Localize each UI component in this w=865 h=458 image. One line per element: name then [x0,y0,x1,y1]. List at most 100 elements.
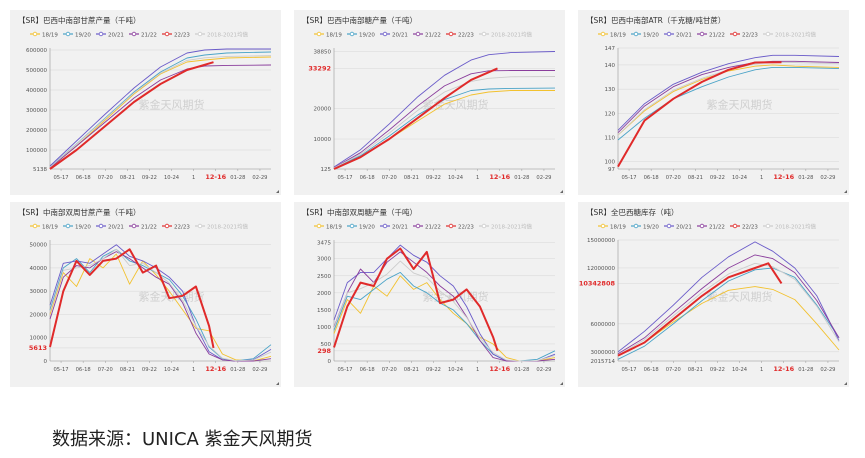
legend-label: 18/19 [42,33,58,39]
x-tick-label: 1 [476,367,479,373]
series-line [49,48,271,167]
y-tick-label: 0 [44,359,48,365]
legend-marker [448,223,454,229]
series-line [617,60,840,134]
current-value-label: 33292 [308,64,331,72]
legend-label: 22/23 [458,33,474,39]
legend-label: 21/22 [709,33,725,39]
chart-panel-sugar-stock: 【SR】全巴西糖库存（吨） 18/19 19/20 20/21 21/22 22/23 20… [578,202,849,387]
x-tick-label: 06-18 [76,367,91,373]
x-tick-label: 06-18 [360,367,375,373]
legend-label: 20/21 [108,33,124,39]
watermark: 紫金天风期货 [139,290,205,304]
y-tick-label: 6000000 [591,322,616,328]
series-line [49,248,215,349]
legend-label: 18/19 [610,33,626,39]
series-line [617,267,840,360]
x-tick-label: 01-28 [230,175,245,181]
series-line [617,262,783,357]
y-tick-label: 2015714 [591,359,616,365]
legend-label: 2018-2021均值 [775,31,816,39]
legend-marker [666,31,672,37]
legend-label: 22/23 [174,225,190,231]
watermark: 紫金天风期货 [707,98,773,112]
x-tick-label: 01-28 [798,367,813,373]
legend-marker [98,223,104,229]
legend-label: 19/20 [75,33,91,39]
x-tick-label: 09-22 [710,367,725,373]
y-tick-label: 600000 [26,48,47,54]
legend-marker [65,223,71,229]
x-tick-label: 05-17 [622,367,637,373]
legend-label: 21/22 [141,33,157,39]
y-tick-label: 125 [321,167,332,173]
legend-label: 22/23 [742,33,758,39]
legend-label: 19/20 [359,225,375,231]
legend-label: 19/20 [643,225,659,231]
legend-marker [164,223,170,229]
legend-label: 21/22 [141,225,157,231]
chart-panel-biweekly-cane: 【SR】中南部双周甘蔗产量（千吨） 18/19 19/20 20/21 21/22 22/… [10,202,281,387]
x-tick-label: 1 [192,367,195,373]
legend-marker [316,223,322,229]
y-tick-label: 120 [605,111,616,117]
legend-label: 19/20 [75,225,91,231]
x-tick-label: 1 [192,175,195,181]
x-tick-label: 1 [476,175,479,181]
legend-label: 21/22 [709,225,725,231]
series-line [333,76,556,169]
x-tick-label: 10-24 [164,175,180,181]
y-tick-label: 147 [605,46,616,52]
x-tick-label: 02-29 [820,367,835,373]
x-tick-label: 10-24 [732,175,748,181]
x-tick-label-highlight: 12-16 [489,365,510,373]
legend-label: 21/22 [425,33,441,39]
y-tick-label: 200000 [26,128,47,134]
legend-marker [65,31,71,37]
legend-marker [349,31,355,37]
x-tick-label: 07-20 [98,367,113,373]
legend-marker [732,223,738,229]
x-tick-label-highlight: 12-16 [773,365,794,373]
x-tick-label: 07-20 [382,175,397,181]
x-tick-label: 09-22 [142,367,157,373]
x-tick-label: 10-24 [448,175,464,181]
resize-icon [276,382,279,385]
x-tick-label: 02-29 [536,367,551,373]
x-tick-label: 05-17 [338,175,353,181]
series-line [49,56,272,168]
chart-title: 【SR】巴西中南部ATR（千克糖/吨甘蔗） [586,15,725,25]
x-tick-label: 02-29 [252,367,267,373]
watermark: 紫金天风期货 [423,290,489,304]
resize-icon [844,190,847,193]
x-tick-label: 09-22 [426,175,441,181]
y-tick-label: 5138 [33,167,47,173]
x-tick-label: 08-21 [120,367,135,373]
legend-label: 19/20 [359,33,375,39]
legend-label: 20/21 [676,33,692,39]
series-line [617,61,782,168]
series-line [333,51,556,168]
legend-marker [197,31,203,37]
x-tick-label: 08-21 [404,175,419,181]
y-tick-label: 40000 [30,266,48,272]
legend-label: 19/20 [643,33,659,39]
x-tick-label: 10-24 [448,367,464,373]
x-tick-label: 07-20 [98,175,113,181]
x-tick-label: 1 [760,175,763,181]
y-tick-label: 400000 [26,88,47,94]
x-tick-label: 01-28 [514,175,529,181]
x-tick-label-highlight: 12-16 [205,365,226,373]
legend-marker [131,223,137,229]
x-tick-label-highlight: 12-16 [205,173,226,181]
legend-marker [98,31,104,37]
y-tick-label: 2500 [317,274,331,280]
legend-marker [197,223,203,229]
legend-marker [448,31,454,37]
chart-svg-biweekly-cane: 【SR】中南部双周甘蔗产量（千吨） 18/19 19/20 20/21 21/22 22/… [18,207,279,385]
resize-icon [276,190,279,193]
chart-panel-biweekly-sugar: 【SR】中南部双周糖产量（千吨） 18/19 19/20 20/21 21/22 22/2… [294,202,565,387]
resize-icon [844,382,847,385]
legend-label: 18/19 [326,225,342,231]
x-tick-label: 08-21 [120,175,135,181]
